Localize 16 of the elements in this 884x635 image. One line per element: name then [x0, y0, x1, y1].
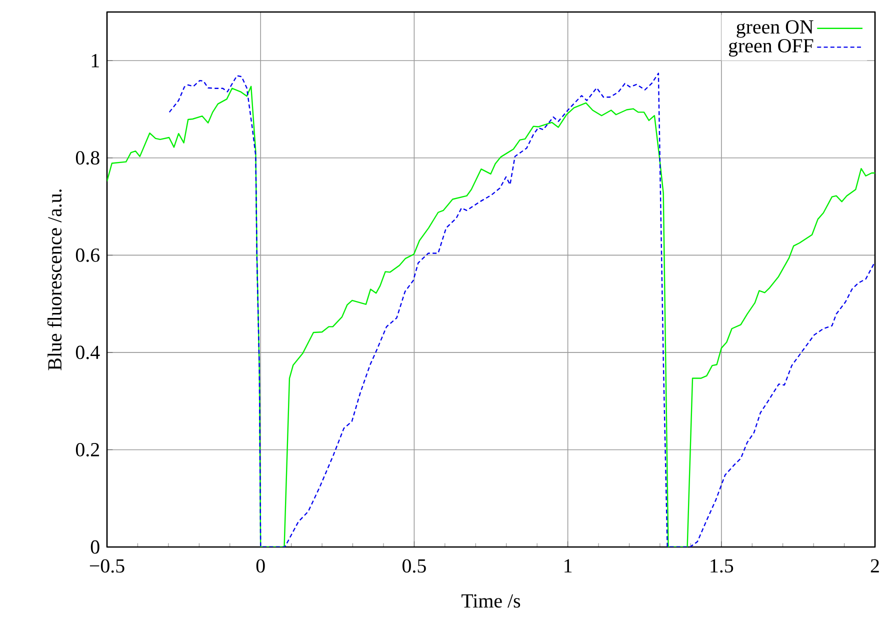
y-tick-label: 0.4 [76, 346, 100, 360]
x-tick-label: 1.5 [710, 559, 734, 573]
y-tick-label: 0.2 [76, 442, 99, 456]
y-tick-label: 1 [92, 54, 99, 68]
y-tick-label: 0.6 [76, 248, 100, 262]
x-tick-label: 2 [870, 559, 879, 572]
x-axis-title: Time /s [462, 594, 520, 608]
y-axis-title: Blue fluorescence /a.u. [47, 190, 62, 370]
x-tick-label: 0 [256, 559, 265, 573]
y-tick-label: 0.8 [76, 151, 100, 165]
legend-label: green OFF [728, 39, 814, 57]
legend-label: green ON [736, 20, 814, 38]
x-tick-label: 0.5 [402, 559, 426, 573]
y-tick-label: 0 [90, 540, 100, 554]
x-tick-label: −0.5 [90, 559, 124, 573]
x-tick-label: 1 [564, 559, 572, 572]
